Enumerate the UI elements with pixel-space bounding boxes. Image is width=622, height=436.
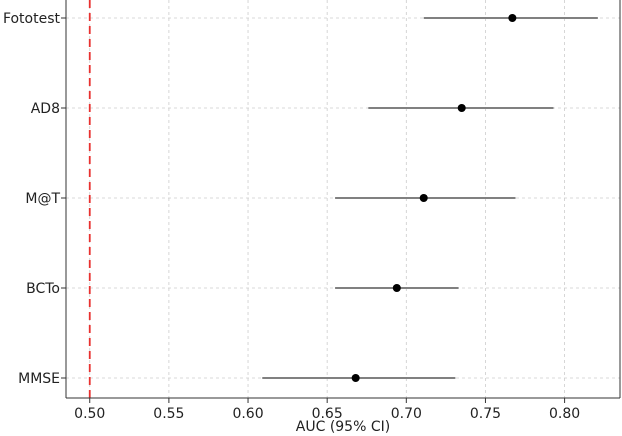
x-tick-labels: 0.50 0.55 0.60 0.65 0.70 0.75 0.80 — [74, 406, 580, 422]
y-tick-label-mmse: MMSE — [18, 371, 60, 387]
auc-point-ad8 — [457, 104, 466, 112]
auc-point-bcto — [392, 284, 401, 292]
x-tick-label: 0.60 — [232, 406, 263, 422]
auc-points — [351, 14, 517, 382]
y-tick-label-fototest: Fototest — [3, 11, 61, 27]
x-tick-label: 0.65 — [312, 406, 343, 422]
auc-point-fototest — [508, 14, 517, 22]
y-tick-label-m-t: M@T — [25, 191, 60, 207]
x-axis-title: AUC (95% CI) — [296, 419, 390, 435]
auc-point-m-t — [419, 194, 428, 202]
y-tick-labels: Fototest AD8 M@T BCTo MMSE — [3, 11, 61, 387]
x-tick-label: 0.80 — [549, 406, 580, 422]
y-tick-label-bcto: BCTo — [26, 281, 60, 297]
y-tick-label-ad8: AD8 — [31, 101, 60, 117]
x-tick-label: 0.55 — [153, 406, 184, 422]
x-tick-label: 0.75 — [470, 406, 501, 422]
auc-point-mmse — [351, 374, 360, 382]
x-tick-label: 0.70 — [391, 406, 422, 422]
x-tick-label: 0.50 — [74, 406, 105, 422]
axes — [61, 0, 621, 403]
